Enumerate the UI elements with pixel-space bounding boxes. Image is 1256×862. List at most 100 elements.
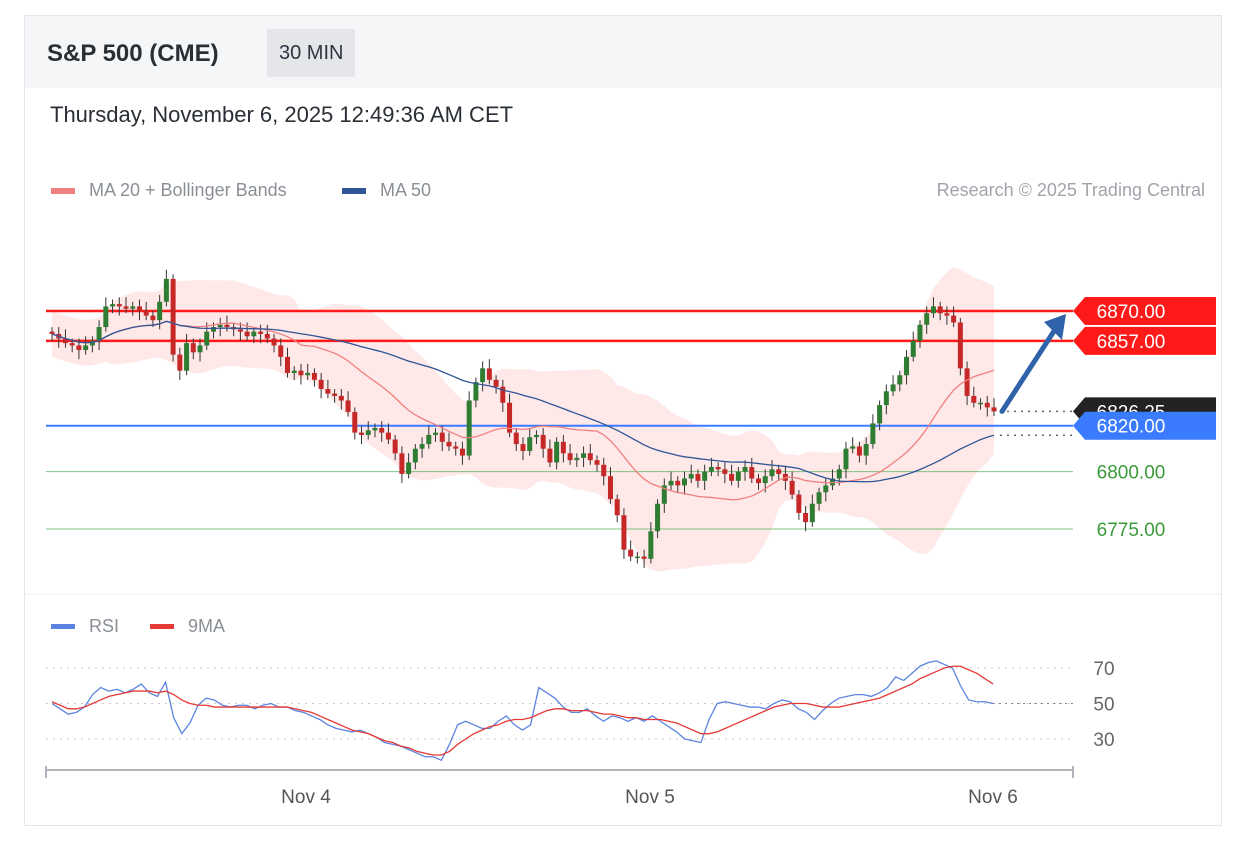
candle-body [271, 338, 277, 346]
candle [446, 432, 452, 451]
ma50-swatch [342, 187, 366, 194]
price-tag-shape [1073, 411, 1216, 440]
candle [978, 398, 984, 410]
candle-body [769, 469, 775, 477]
candle [681, 471, 687, 495]
candle-body [298, 370, 304, 376]
candle [507, 393, 513, 438]
candle [103, 297, 109, 332]
legend-rsi-label: RSI [89, 616, 120, 636]
candle-body [150, 315, 156, 321]
candle [554, 437, 560, 470]
candle [500, 379, 506, 412]
candle [170, 274, 176, 362]
candle-body [399, 453, 405, 474]
candle [251, 327, 257, 344]
candle-body [937, 306, 943, 314]
candle-body [594, 460, 600, 465]
candle-body [863, 444, 869, 456]
candle-body [527, 437, 533, 451]
candle [493, 375, 499, 394]
candle-body [877, 405, 883, 424]
candle [877, 400, 883, 431]
candle [352, 407, 358, 440]
candle-body [520, 444, 526, 451]
candle-body [204, 331, 210, 346]
rsi-swatch [51, 624, 75, 629]
candle-body [648, 531, 654, 559]
interval-badge[interactable]: 30 MIN [267, 29, 356, 77]
candle-body [533, 434, 539, 438]
candle-body [742, 467, 748, 472]
candle-body [978, 402, 984, 405]
candle-body [836, 469, 842, 479]
candle-body [513, 432, 519, 445]
candle [910, 331, 916, 362]
candle-body [574, 457, 580, 461]
candle [809, 494, 815, 527]
9ma-swatch [150, 624, 174, 629]
candle [621, 508, 627, 559]
candle [433, 428, 439, 442]
candle-body [116, 304, 122, 307]
candle-body [930, 306, 936, 314]
candle-body [103, 306, 109, 328]
forecast-arrow-head [1044, 314, 1066, 340]
candle-body [379, 428, 385, 433]
candle-body [870, 423, 876, 445]
candle-body [634, 556, 640, 559]
candle-body [372, 428, 378, 431]
candle [372, 423, 378, 438]
candle-body [628, 549, 634, 557]
candle-body [83, 345, 89, 351]
candle-body [601, 464, 607, 477]
candle-body [796, 494, 802, 513]
candle-body [130, 306, 136, 309]
price-tag-6800.00: 6800.00 [1097, 463, 1166, 484]
rsi-tick-label: 30 [1093, 730, 1114, 751]
candle-body [850, 446, 856, 449]
x-tick-label: Nov 6 [968, 787, 1018, 808]
legend-rsi: RSI [51, 616, 119, 637]
candle-body [123, 306, 129, 309]
candle [305, 363, 311, 380]
candle-body [285, 356, 290, 373]
candle-body [890, 384, 896, 392]
candle [419, 437, 425, 458]
candle-body [244, 331, 250, 337]
candle [453, 441, 459, 456]
candle [930, 297, 936, 318]
candle [715, 462, 721, 477]
candle-body [944, 313, 950, 316]
candle-body [453, 446, 459, 449]
candle-body [507, 402, 513, 433]
candle-body [816, 492, 822, 504]
candle [803, 506, 809, 532]
candle [177, 347, 183, 380]
candle [298, 363, 304, 385]
candle [466, 391, 472, 461]
candle-body [89, 340, 95, 346]
candle [258, 324, 264, 344]
price-tag-6820.00: 6820.00 [1073, 411, 1216, 440]
candle [601, 457, 607, 486]
candle [675, 476, 681, 493]
candle [870, 414, 876, 449]
candle [406, 453, 412, 479]
candle-body [392, 439, 398, 454]
candle [291, 366, 297, 380]
ma50-line [51, 320, 995, 483]
candle [143, 301, 149, 321]
candle [890, 375, 896, 396]
candle-body [190, 343, 196, 353]
candle-body [163, 278, 169, 302]
candle [527, 428, 533, 456]
candle-body [695, 473, 701, 481]
candle-body [924, 313, 930, 325]
candle [964, 361, 970, 406]
candle [776, 464, 782, 481]
candle-body [177, 354, 183, 371]
candle-body [547, 448, 553, 463]
candle-body [702, 471, 708, 481]
